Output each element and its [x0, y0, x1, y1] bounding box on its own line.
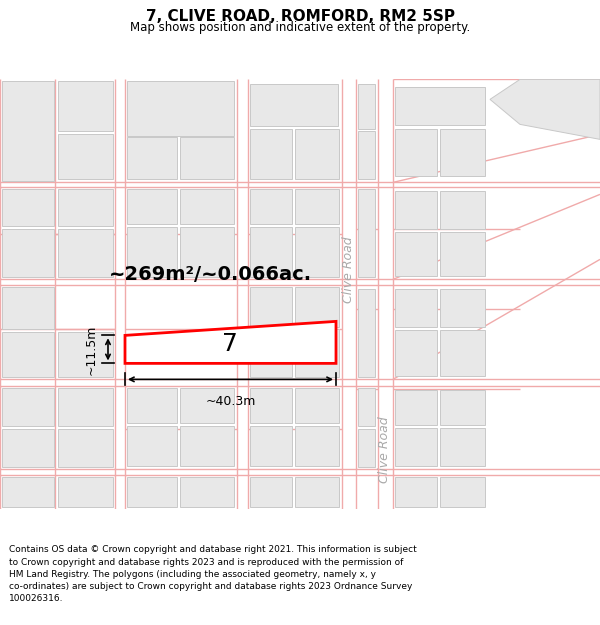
- Bar: [2, 229, 54, 278]
- Bar: [440, 232, 485, 276]
- Text: Contains OS data © Crown copyright and database right 2021. This information is : Contains OS data © Crown copyright and d…: [9, 546, 417, 603]
- Polygon shape: [125, 321, 336, 363]
- Bar: [2, 332, 54, 378]
- Bar: [358, 289, 375, 378]
- Bar: [295, 228, 339, 278]
- Bar: [180, 138, 234, 179]
- Bar: [395, 191, 437, 229]
- Text: ~40.3m: ~40.3m: [205, 396, 256, 408]
- Bar: [250, 228, 292, 278]
- Bar: [395, 289, 437, 328]
- Polygon shape: [490, 79, 600, 139]
- Text: Clive Road: Clive Road: [379, 416, 392, 482]
- Bar: [295, 329, 339, 378]
- Bar: [358, 388, 375, 426]
- Bar: [295, 426, 339, 466]
- Bar: [180, 426, 234, 466]
- Bar: [58, 134, 113, 179]
- Bar: [2, 189, 54, 226]
- Bar: [127, 478, 177, 508]
- Bar: [395, 232, 437, 276]
- Bar: [250, 84, 338, 126]
- Bar: [58, 478, 113, 508]
- Bar: [295, 478, 339, 508]
- Bar: [127, 81, 234, 136]
- Bar: [180, 478, 234, 508]
- Bar: [358, 131, 375, 179]
- Bar: [295, 388, 339, 423]
- Text: ~11.5m: ~11.5m: [85, 324, 98, 374]
- Bar: [440, 331, 485, 376]
- Bar: [395, 88, 485, 126]
- Bar: [358, 189, 375, 278]
- Text: Clive Road: Clive Road: [343, 236, 355, 302]
- Bar: [180, 228, 234, 278]
- Bar: [358, 429, 375, 468]
- Bar: [2, 288, 54, 329]
- Bar: [58, 229, 113, 278]
- Bar: [127, 426, 177, 466]
- Bar: [395, 391, 437, 426]
- Bar: [180, 189, 234, 224]
- Bar: [395, 478, 437, 508]
- Bar: [2, 478, 54, 508]
- Bar: [2, 388, 54, 426]
- Bar: [440, 191, 485, 229]
- Bar: [440, 129, 485, 176]
- Bar: [58, 429, 113, 468]
- Bar: [58, 189, 113, 226]
- Bar: [440, 428, 485, 466]
- Bar: [250, 478, 292, 508]
- Bar: [250, 189, 292, 224]
- Bar: [358, 84, 375, 129]
- Bar: [295, 129, 339, 179]
- Text: 7: 7: [222, 332, 238, 356]
- Bar: [395, 331, 437, 376]
- Text: ~269m²/~0.066ac.: ~269m²/~0.066ac.: [109, 265, 311, 284]
- Bar: [127, 189, 177, 224]
- Bar: [2, 81, 54, 181]
- Bar: [295, 288, 339, 328]
- Bar: [395, 129, 437, 176]
- Bar: [127, 228, 177, 278]
- Bar: [295, 189, 339, 224]
- Bar: [2, 429, 54, 468]
- Bar: [250, 388, 292, 423]
- Bar: [127, 388, 177, 423]
- Bar: [58, 81, 113, 131]
- Bar: [250, 426, 292, 466]
- Bar: [440, 478, 485, 508]
- Bar: [180, 388, 234, 423]
- Bar: [250, 129, 292, 179]
- Text: 7, CLIVE ROAD, ROMFORD, RM2 5SP: 7, CLIVE ROAD, ROMFORD, RM2 5SP: [146, 9, 455, 24]
- Bar: [58, 332, 113, 378]
- Bar: [250, 288, 292, 328]
- Bar: [250, 329, 292, 378]
- Bar: [440, 289, 485, 328]
- Bar: [395, 428, 437, 466]
- Bar: [127, 138, 177, 179]
- Bar: [440, 391, 485, 426]
- Bar: [58, 388, 113, 426]
- Text: Map shows position and indicative extent of the property.: Map shows position and indicative extent…: [130, 21, 470, 34]
